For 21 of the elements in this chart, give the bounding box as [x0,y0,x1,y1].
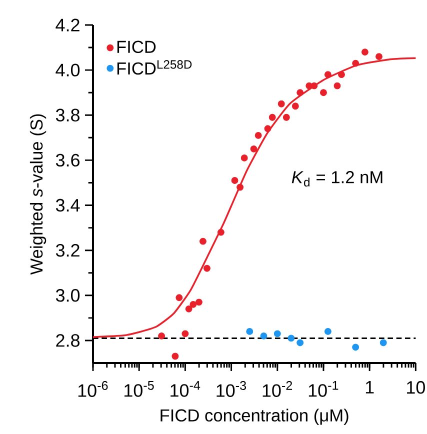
x-tick-label: 10$^{-6}$ [78,381,108,397]
y-tick-label: 3.4 [56,198,80,212]
x-tick-label: 10$^{-4}$ [170,381,200,397]
y-tick-label: 4.2 [56,18,80,32]
annotation: K$_{d}$ = 1.2 nM [292,171,382,187]
y-tick-label: 4.0 [56,64,80,76]
x-tick-label: 10 [407,381,425,394]
y-tick-label: 3.6 [56,154,80,167]
x-tick-label: 10$^{-5}$ [124,381,154,397]
y-tick-label: 3.2 [56,244,80,257]
x-axis-title: FICD concentration (μM) [160,408,348,425]
x-tick-label: 10$^{-3}$ [216,381,246,397]
x-tick-label: 1 [366,381,374,394]
y-tick-label: 2.8 [56,334,80,347]
y-axis-title: Weighted s-value (S) [30,114,46,275]
y-tick-label: 3.0 [56,289,80,302]
y-tick-label: 3.8 [56,108,80,122]
x-tick-label: 10$^{-1}$ [308,381,338,397]
legend-label: FICD [117,40,156,54]
x-tick-label: 10$^{-2}$ [262,381,292,397]
legend-label: FICD$^{L258D}$ [117,60,192,75]
